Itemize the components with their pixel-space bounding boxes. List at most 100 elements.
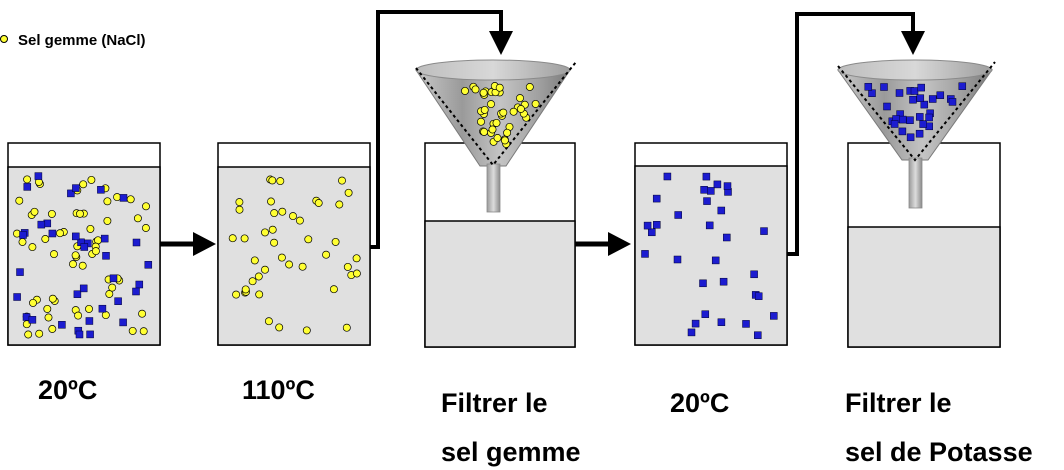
beaker-1-solution (7, 166, 161, 346)
salt-gemme-particle (261, 265, 269, 274)
salt-gemme-particle (495, 83, 504, 92)
salt-gemme-particle (87, 175, 96, 184)
salt-gemme-particle (479, 88, 488, 97)
potasse-particle (653, 221, 661, 229)
salt-gemme-particle (331, 237, 340, 246)
potasse-particle (643, 221, 652, 230)
potasse-particle (109, 274, 118, 283)
potasse-particle (119, 318, 127, 327)
salt-gemme-particle (471, 85, 480, 94)
funnel-1-salt-gemme (461, 82, 540, 148)
beaker-5-solution (847, 226, 1001, 348)
potasse-particle (699, 279, 707, 288)
salt-gemme-particle (480, 105, 489, 114)
salt-gemme-particle (338, 176, 346, 185)
potasse-particle (928, 95, 937, 103)
arrow-beaker2-to-funnel1 (370, 10, 513, 249)
potasse-particle (705, 221, 714, 230)
potasse-particle (890, 120, 899, 128)
salt-gemme-particle (69, 260, 77, 269)
salt-gemme-particle (268, 225, 277, 234)
salt-gemme-particle (28, 243, 37, 252)
salt-gemme-particle (101, 311, 110, 320)
stage-2-temperature: 110ºC (242, 375, 315, 405)
salt-gemme-particle (275, 323, 284, 332)
potasse-particle (909, 95, 917, 104)
salt-gemme-particle (267, 197, 275, 206)
salt-gemme-particle (250, 256, 259, 265)
potasse-particle (674, 211, 682, 219)
arrow-beaker4-to-funnel2 (787, 12, 925, 256)
potasse-particle (916, 94, 925, 102)
salt-gemme-particle (48, 325, 57, 333)
potasse-particle (915, 129, 924, 138)
salt-gemme-particle (277, 253, 286, 262)
salt-gemme-particle (461, 86, 469, 95)
salt-gemme-particle (30, 207, 39, 216)
potasse-particle (48, 229, 57, 238)
potasse-particle (948, 98, 957, 106)
potasse-particle (868, 89, 876, 97)
beaker-2-particles (228, 175, 361, 335)
salt-gemme-particle (108, 283, 117, 292)
potasse-particle (910, 87, 919, 95)
potasse-particle (135, 280, 144, 289)
salt-gemme-particle (516, 94, 524, 103)
potasse-particle (16, 268, 24, 276)
salt-gemme-particle (493, 134, 502, 142)
salt-gemme-particle (322, 250, 331, 259)
potasse-particle (75, 330, 84, 339)
potasse-particle (750, 270, 758, 279)
potasse-particle (73, 290, 82, 298)
salt-gemme-particle (499, 108, 508, 117)
salt-gemme-particle (43, 304, 52, 313)
salt-gemme-particle (352, 254, 361, 263)
beaker-5 (847, 142, 1001, 348)
potasse-particle (691, 319, 700, 328)
salt-gemme-particle (105, 290, 114, 298)
potasse-particle (663, 172, 672, 181)
salt-gemme-particle (525, 83, 534, 91)
salt-gemme-particle (15, 196, 24, 205)
potasse-particle (58, 321, 66, 329)
salt-gemme-particle (47, 209, 56, 218)
salt-gemme-particle (103, 216, 112, 225)
salt-gemme-particle (128, 326, 137, 335)
salt-gemme-particle (295, 216, 304, 225)
funnel-1 (415, 59, 577, 213)
salt-gemme-particle (142, 202, 150, 211)
salt-gemme-particle (235, 198, 244, 207)
salt-gemme-particle (23, 175, 32, 184)
stage-1-temperature: 20ºC (38, 375, 98, 405)
beaker-1-particles (13, 172, 153, 339)
potasse-particle (707, 187, 715, 195)
salt-gemme-particle (500, 136, 509, 145)
potasse-particle (79, 284, 88, 293)
salt-gemme-particle (48, 294, 57, 303)
potasse-particle (67, 189, 75, 198)
potasse-particle (34, 172, 43, 180)
potasse-particle (754, 292, 763, 300)
potasse-particle (673, 255, 682, 264)
potasse-particle (958, 82, 967, 90)
salt-gemme-particle (103, 197, 112, 206)
potasse-particle (85, 317, 94, 325)
potasse-particle (919, 120, 927, 128)
salt-gemme-particle (91, 247, 100, 256)
potasse-particle (898, 115, 907, 124)
potasse-particle (906, 133, 915, 142)
potasse-particle (114, 297, 122, 305)
potasse-particle (98, 304, 107, 313)
salt-gemme-particle (268, 176, 277, 185)
salt-gemme-particle (138, 309, 147, 318)
salt-gemme-particle (492, 118, 501, 127)
salt-gemme-particle (278, 207, 287, 216)
salt-gemme-particle (24, 330, 33, 339)
salt-gemme-particle (503, 128, 512, 137)
stage-5-label-line2: sel de Potasse (845, 437, 1033, 467)
potasse-particle (936, 91, 945, 99)
potasse-particle (713, 180, 722, 189)
potasse-particle (916, 113, 924, 121)
potasse-particle (687, 328, 696, 337)
